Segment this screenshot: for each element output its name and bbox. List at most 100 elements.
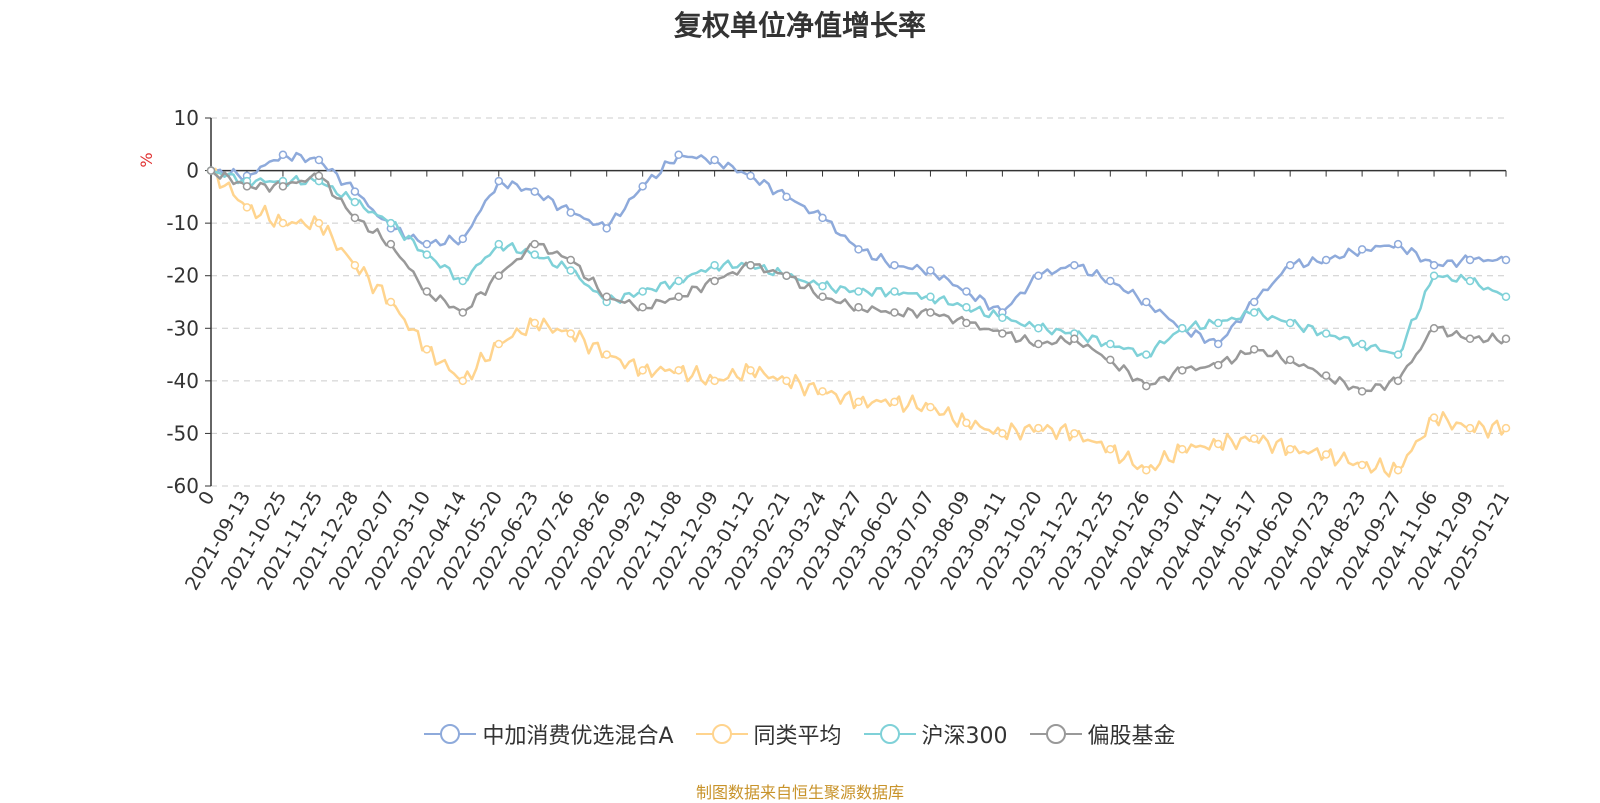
series-2-point-9[interactable] xyxy=(530,250,539,259)
series-0-point-21[interactable] xyxy=(962,287,971,296)
series-3-point-4[interactable] xyxy=(350,213,360,223)
series-1-point-25[interactable] xyxy=(1106,444,1115,454)
series-2-point-4[interactable] xyxy=(350,197,360,207)
series-1-point-4[interactable] xyxy=(350,260,360,270)
series-3-point-17[interactable] xyxy=(818,292,827,301)
series-3-point-29[interactable] xyxy=(1249,345,1259,354)
series-3-point-33[interactable] xyxy=(1393,376,1403,386)
series-1-point-3[interactable] xyxy=(314,218,324,228)
series-3-point-12[interactable] xyxy=(638,303,647,312)
series-1-point-5[interactable] xyxy=(386,297,396,307)
series-2-point-13[interactable] xyxy=(674,276,683,286)
series-2-point-21[interactable] xyxy=(962,303,971,312)
series-0-point-20[interactable] xyxy=(926,266,935,275)
series-1-point-16[interactable] xyxy=(782,376,791,386)
series-1-point-8[interactable] xyxy=(494,339,504,349)
series-3-point-6[interactable] xyxy=(422,287,432,296)
series-1-point-11[interactable] xyxy=(602,350,611,359)
series-2-point-25[interactable] xyxy=(1106,339,1115,349)
series-2-point-27[interactable] xyxy=(1178,324,1187,333)
series-1-point-17[interactable] xyxy=(818,387,827,396)
series-3-point-24[interactable] xyxy=(1070,334,1079,344)
series-2-point-29[interactable] xyxy=(1249,308,1259,317)
series-0-point-33[interactable] xyxy=(1393,239,1403,249)
series-0-point-8[interactable] xyxy=(494,176,504,186)
series-1-point-28[interactable] xyxy=(1213,439,1223,449)
series-3-point-36[interactable] xyxy=(1501,334,1511,344)
series-3-point-7[interactable] xyxy=(458,308,468,317)
series-0-point-30[interactable] xyxy=(1285,260,1295,270)
series-1-point-18[interactable] xyxy=(854,397,863,407)
series-0-point-13[interactable] xyxy=(674,150,683,160)
series-2-point-31[interactable] xyxy=(1321,329,1331,338)
series-1-point-9[interactable] xyxy=(530,318,539,328)
series-0-point-4[interactable] xyxy=(350,187,360,196)
series-0-point-17[interactable] xyxy=(818,213,827,223)
series-0-point-6[interactable] xyxy=(422,239,432,249)
series-1-point-29[interactable] xyxy=(1249,434,1259,443)
series-2-point-23[interactable] xyxy=(1034,324,1043,333)
series-0-point-24[interactable] xyxy=(1070,260,1079,270)
series-0-point-34[interactable] xyxy=(1429,260,1439,270)
series-2-point-19[interactable] xyxy=(890,287,899,296)
series-2-point-32[interactable] xyxy=(1357,339,1367,349)
series-0-point-12[interactable] xyxy=(638,182,647,191)
series-2-point-34[interactable] xyxy=(1429,271,1439,280)
series-0-point-36[interactable] xyxy=(1501,255,1511,265)
series-0-point-3[interactable] xyxy=(314,155,324,165)
series-2-point-22[interactable] xyxy=(998,313,1007,323)
series-1-point-20[interactable] xyxy=(926,402,935,412)
series-3-point-28[interactable] xyxy=(1213,360,1223,370)
series-1-point-12[interactable] xyxy=(638,366,647,375)
series-1-point-31[interactable] xyxy=(1321,450,1331,459)
series-3-point-2[interactable] xyxy=(278,182,288,191)
series-2-point-7[interactable] xyxy=(458,276,468,286)
series-3-point-0[interactable] xyxy=(206,166,216,175)
series-3-point-26[interactable] xyxy=(1142,381,1151,391)
series-2-point-35[interactable] xyxy=(1465,276,1475,286)
legend-item-1[interactable]: 同类平均 xyxy=(695,718,842,750)
series-1-point-2[interactable] xyxy=(278,218,288,228)
series-0-point-26[interactable] xyxy=(1142,297,1151,307)
series-1-point-13[interactable] xyxy=(674,366,683,375)
series-2-point-12[interactable] xyxy=(638,287,647,296)
series-0-point-10[interactable] xyxy=(566,208,575,217)
series-0-point-28[interactable] xyxy=(1213,339,1223,349)
series-0-point-25[interactable] xyxy=(1106,276,1115,286)
series-0-point-2[interactable] xyxy=(278,150,288,160)
series-3-point-16[interactable] xyxy=(782,271,791,280)
series-1-point-36[interactable] xyxy=(1501,423,1511,433)
series-1-point-34[interactable] xyxy=(1429,413,1439,422)
series-0-point-7[interactable] xyxy=(458,234,468,244)
series-1-point-27[interactable] xyxy=(1178,444,1187,454)
series-2-point-20[interactable] xyxy=(926,292,935,301)
series-2-point-30[interactable] xyxy=(1285,318,1295,328)
series-3-point-21[interactable] xyxy=(962,318,971,328)
series-1-point-33[interactable] xyxy=(1393,465,1403,475)
series-3-point-3[interactable] xyxy=(314,171,324,181)
series-1-point-14[interactable] xyxy=(710,376,719,386)
series-1-point-30[interactable] xyxy=(1285,444,1295,454)
series-1-point-21[interactable] xyxy=(962,418,971,428)
series-2-point-36[interactable] xyxy=(1501,292,1511,301)
series-3-point-27[interactable] xyxy=(1178,366,1187,375)
series-3-point-25[interactable] xyxy=(1106,355,1115,365)
series-3-point-22[interactable] xyxy=(998,329,1007,338)
series-3-point-11[interactable] xyxy=(602,292,611,301)
series-0-point-32[interactable] xyxy=(1357,245,1367,254)
series-1-point-35[interactable] xyxy=(1465,423,1475,433)
series-1-point-1[interactable] xyxy=(242,203,252,212)
series-0-point-19[interactable] xyxy=(890,260,899,270)
series-1-point-24[interactable] xyxy=(1070,429,1079,438)
series-0-point-11[interactable] xyxy=(602,224,611,233)
series-0-point-18[interactable] xyxy=(854,245,863,254)
series-2-point-8[interactable] xyxy=(494,239,504,249)
series-3-point-23[interactable] xyxy=(1034,339,1043,349)
series-1-point-23[interactable] xyxy=(1034,423,1043,433)
legend-item-3[interactable]: 偏股基金 xyxy=(1029,718,1176,750)
legend-item-0[interactable]: 中加消费优选混合A xyxy=(424,718,674,750)
series-1-point-6[interactable] xyxy=(422,345,432,354)
series-3-point-31[interactable] xyxy=(1321,371,1331,380)
series-2-point-14[interactable] xyxy=(710,260,719,270)
series-1-point-32[interactable] xyxy=(1357,460,1367,470)
